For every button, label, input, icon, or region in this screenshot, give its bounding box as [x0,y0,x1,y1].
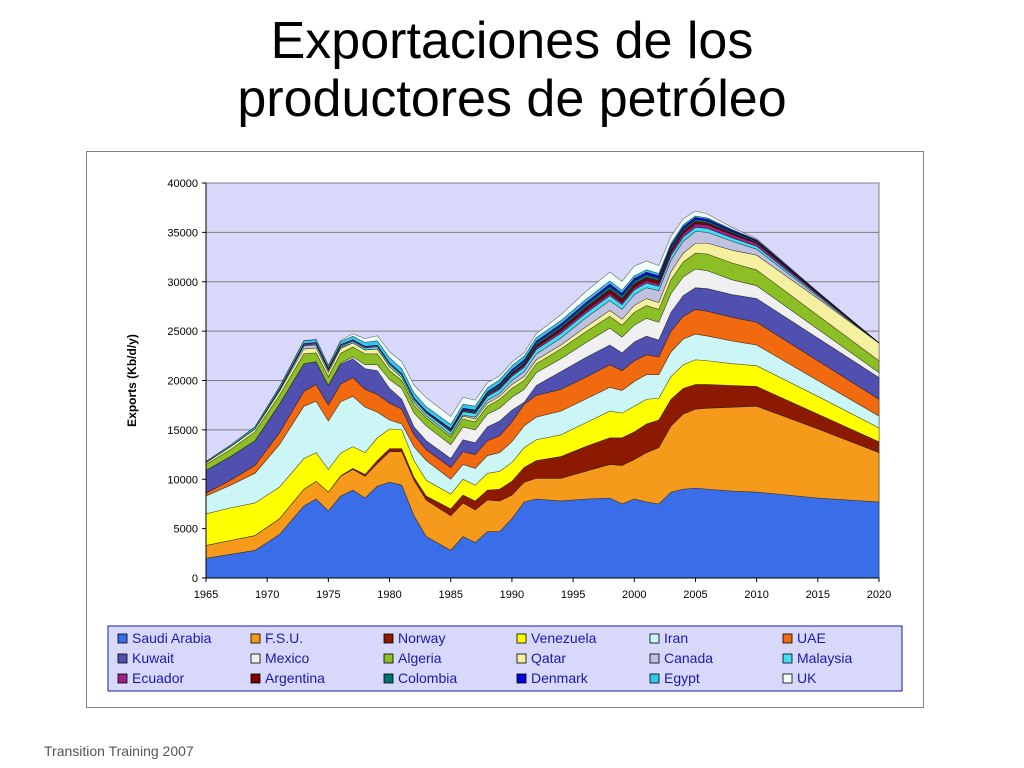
x-tick-label: 2020 [867,589,891,601]
y-tick-label: 25000 [167,326,198,338]
legend-swatch-uae [782,633,793,644]
y-tick-label: 20000 [167,376,198,388]
legend-label-qatar: Qatar [531,650,566,666]
legend-label-denmark: Denmark [531,670,589,686]
legend-swatch-uk [782,673,793,684]
slide-title-line-2: productores de petróleo [237,70,787,128]
stacked-area-chart: 0 5000 10000 15000 20000 25000 30000 35000 40000… [107,178,903,692]
slide-title-line-1: Exportaciones de los [270,12,754,70]
legend-label-uae: UAE [797,630,826,646]
legend-label-f-s-u: F.S.U. [265,630,303,646]
x-tick-label: 1985 [438,589,462,601]
legend-swatch-norway [383,633,394,644]
legend-swatch-malaysia [782,653,793,664]
legend-label-ecuador: Ecuador [132,670,184,686]
y-tick-label: 5000 [174,524,198,536]
legend-swatch-ecuador [117,673,128,684]
legend-swatch-iran [649,633,660,644]
y-tick-label: 40000 [167,178,198,190]
x-tick-label: 2015 [806,589,830,601]
legend-label-argentina: Argentina [265,670,325,686]
x-tick-label: 1965 [194,589,218,601]
x-tick-label: 1995 [561,589,585,601]
y-tick-label: 10000 [167,474,198,486]
x-tick-label: 2000 [622,589,646,601]
x-tick-label: 1980 [377,589,401,601]
legend-label-uk: UK [797,670,817,686]
legend-swatch-egypt [649,673,660,684]
legend-label-norway: Norway [398,630,445,646]
legend-label-venezuela: Venezuela [531,630,597,646]
legend-label-mexico: Mexico [265,650,310,666]
legend-label-egypt: Egypt [664,670,700,686]
legend-swatch-argentina [250,673,261,684]
x-tick-label: 1970 [255,589,279,601]
legend-swatch-qatar [516,653,527,664]
legend-swatch-kuwait [117,653,128,664]
x-tick-label: 1975 [316,589,340,601]
legend-label-iran: Iran [664,630,688,646]
x-tick-label: 2005 [683,589,707,601]
x-tick-label: 2010 [744,589,768,601]
x-tick-label: 1990 [500,589,524,601]
legend-swatch-colombia [383,673,394,684]
y-tick-label: 0 [192,573,198,585]
legend-label-saudi-arabia: Saudi Arabia [132,630,212,646]
y-tick-label: 30000 [167,277,198,289]
legend-swatch-denmark [516,673,527,684]
legend-swatch-venezuela [516,633,527,644]
chart-frame: 0 5000 10000 15000 20000 25000 30000 35000 40000… [86,151,924,708]
area-uk [205,210,880,462]
legend-swatch-mexico [250,653,261,664]
legend-label-kuwait: Kuwait [132,650,174,666]
legend-swatch-f-s-u [250,633,261,644]
legend-swatch-saudi-arabia [117,633,128,644]
legend-label-malaysia: Malaysia [797,650,852,666]
slide-title: Exportaciones de los productores de petr… [0,12,1024,128]
y-tick-label: 35000 [167,227,198,239]
legend-label-algeria: Algeria [398,650,442,666]
y-axis-title: Exports (Kb/d/y) [125,334,139,427]
legend-label-canada: Canada [664,650,713,666]
legend-swatch-algeria [383,653,394,664]
legend-swatch-canada [649,653,660,664]
legend-box [107,625,903,692]
y-tick-label: 15000 [167,425,198,437]
legend-label-colombia: Colombia [398,670,457,686]
footer-text: Transition Training 2007 [44,743,194,759]
